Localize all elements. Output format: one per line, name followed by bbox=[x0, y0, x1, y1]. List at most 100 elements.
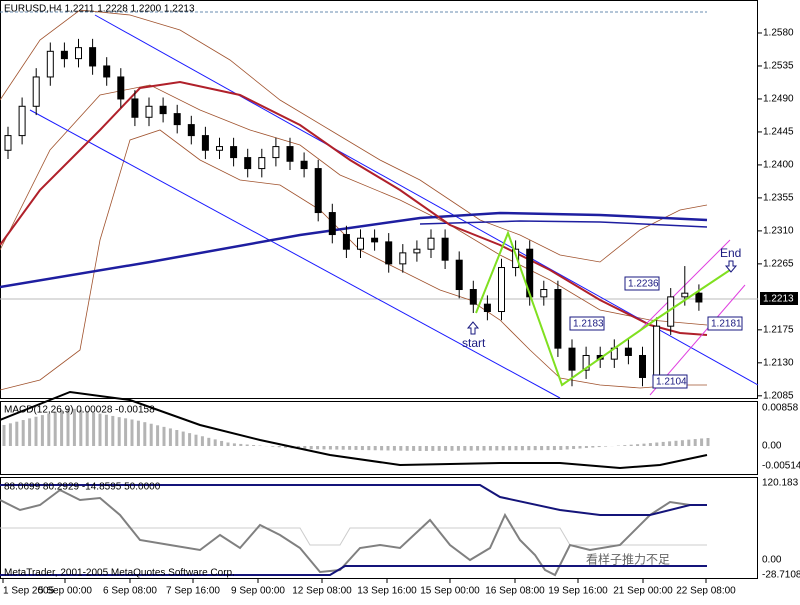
candle-body bbox=[132, 99, 138, 117]
macd-bar bbox=[361, 446, 364, 450]
note: 看样子推力不足 bbox=[586, 552, 670, 567]
macd-bar bbox=[476, 446, 479, 451]
macd-bar bbox=[675, 441, 678, 446]
macd-bar bbox=[623, 445, 626, 446]
candle-body bbox=[569, 348, 575, 370]
price-tick-label: 1.2310 bbox=[763, 226, 794, 237]
candle-body bbox=[301, 161, 307, 168]
date-label: 19 Sep 16:00 bbox=[548, 586, 608, 597]
candle-body bbox=[682, 293, 688, 297]
macd-bar bbox=[323, 446, 326, 449]
macd-bar bbox=[572, 446, 575, 449]
macd-bar bbox=[195, 435, 198, 446]
candle-body bbox=[160, 106, 166, 113]
macd-bar bbox=[540, 446, 543, 450]
candle-body bbox=[19, 106, 25, 135]
macd-bar bbox=[335, 446, 338, 450]
macd-bar bbox=[118, 417, 121, 446]
macd-label: MACD(12,26,9) 0.00028 -0.00158 bbox=[4, 405, 155, 416]
macd-bar bbox=[271, 446, 274, 447]
macd-bar bbox=[227, 443, 230, 446]
osc-label: 88.0699 80.2929 -14.8595 50.0000 bbox=[4, 482, 161, 493]
macd-bar bbox=[92, 412, 95, 446]
macd-bar bbox=[220, 441, 223, 446]
macd-bar bbox=[636, 444, 639, 446]
macd-bar bbox=[681, 440, 684, 446]
macd-bar bbox=[700, 438, 703, 446]
macd-bar bbox=[380, 446, 383, 450]
macd-bar bbox=[694, 439, 697, 446]
macd-bar bbox=[598, 446, 601, 447]
macd-bar bbox=[15, 422, 18, 446]
candle-body bbox=[555, 290, 561, 349]
macd-bar bbox=[310, 446, 313, 449]
macd-bar bbox=[342, 446, 345, 450]
chart-title: EURUSD,H4 1.2211 1.2228 1.2200 1.2213 bbox=[4, 4, 195, 15]
osc-tick: 0.00 bbox=[762, 555, 782, 566]
macd-bar bbox=[86, 411, 89, 446]
macd-bar bbox=[527, 446, 530, 450]
osc-tick: -28.7108 bbox=[762, 570, 800, 581]
macd-bar bbox=[515, 446, 518, 450]
osc-tick: 120.183 bbox=[762, 478, 799, 489]
macd-tick: -0.00514 bbox=[762, 461, 800, 472]
current-price: 1.2213 bbox=[763, 294, 794, 305]
macd-bar bbox=[348, 446, 351, 450]
candle-body bbox=[640, 355, 646, 377]
candle-body bbox=[245, 158, 251, 169]
macd-bar bbox=[444, 446, 447, 451]
macd-bar bbox=[105, 415, 108, 446]
macd-tick: 0.00 bbox=[762, 441, 782, 452]
price-tick-label: 1.2535 bbox=[763, 61, 794, 72]
macd-bar bbox=[438, 446, 441, 451]
date-label: 13 Sep 16:00 bbox=[357, 586, 417, 597]
price-tick-label: 1.2400 bbox=[763, 160, 794, 171]
macd-bar bbox=[156, 425, 159, 446]
candle-body bbox=[174, 114, 180, 125]
macd-bar bbox=[22, 420, 25, 446]
macd-bar bbox=[143, 422, 146, 446]
macd-bar bbox=[687, 440, 690, 446]
macd-bar bbox=[207, 438, 210, 446]
candle-body bbox=[287, 147, 293, 162]
macd-bar bbox=[182, 432, 185, 446]
macd-bar bbox=[316, 446, 319, 449]
macd-bar bbox=[246, 444, 249, 446]
candle-body bbox=[625, 348, 631, 355]
candle-body bbox=[400, 253, 406, 264]
candle-body bbox=[33, 77, 39, 106]
macd-bar bbox=[457, 446, 460, 451]
price-tick-label: 1.2265 bbox=[763, 259, 794, 270]
candle-body bbox=[343, 235, 349, 250]
macd-bar bbox=[239, 444, 242, 446]
macd-bar bbox=[278, 446, 281, 447]
macd-bar bbox=[412, 446, 415, 451]
candle-body bbox=[273, 147, 279, 158]
macd-bar bbox=[431, 446, 434, 451]
macd-tick: 0.00858 bbox=[762, 403, 799, 414]
macd-bar bbox=[585, 446, 588, 448]
macd-bar bbox=[41, 415, 44, 446]
macd-bar bbox=[579, 446, 582, 449]
macd-bar bbox=[521, 446, 524, 450]
macd-bar bbox=[124, 418, 127, 446]
macd-bar bbox=[169, 428, 172, 446]
macd-bar bbox=[591, 446, 594, 448]
candle-body bbox=[231, 147, 237, 158]
candle-body bbox=[188, 125, 194, 136]
macd-bar bbox=[28, 418, 31, 446]
macd-bar bbox=[566, 446, 569, 449]
candle-body bbox=[372, 238, 378, 242]
price-tick-label: 1.2175 bbox=[763, 324, 794, 335]
macd-bar bbox=[47, 413, 50, 446]
date-label: 22 Sep 08:00 bbox=[676, 586, 736, 597]
price-note: 1.2183 bbox=[573, 319, 604, 330]
macd-bar bbox=[559, 446, 562, 450]
price-tick-label: 1.2490 bbox=[763, 94, 794, 105]
macd-bar bbox=[367, 446, 370, 450]
macd-bar bbox=[3, 425, 6, 446]
macd-bar bbox=[131, 420, 134, 446]
candle-body bbox=[315, 169, 321, 213]
macd-bar bbox=[233, 443, 236, 446]
